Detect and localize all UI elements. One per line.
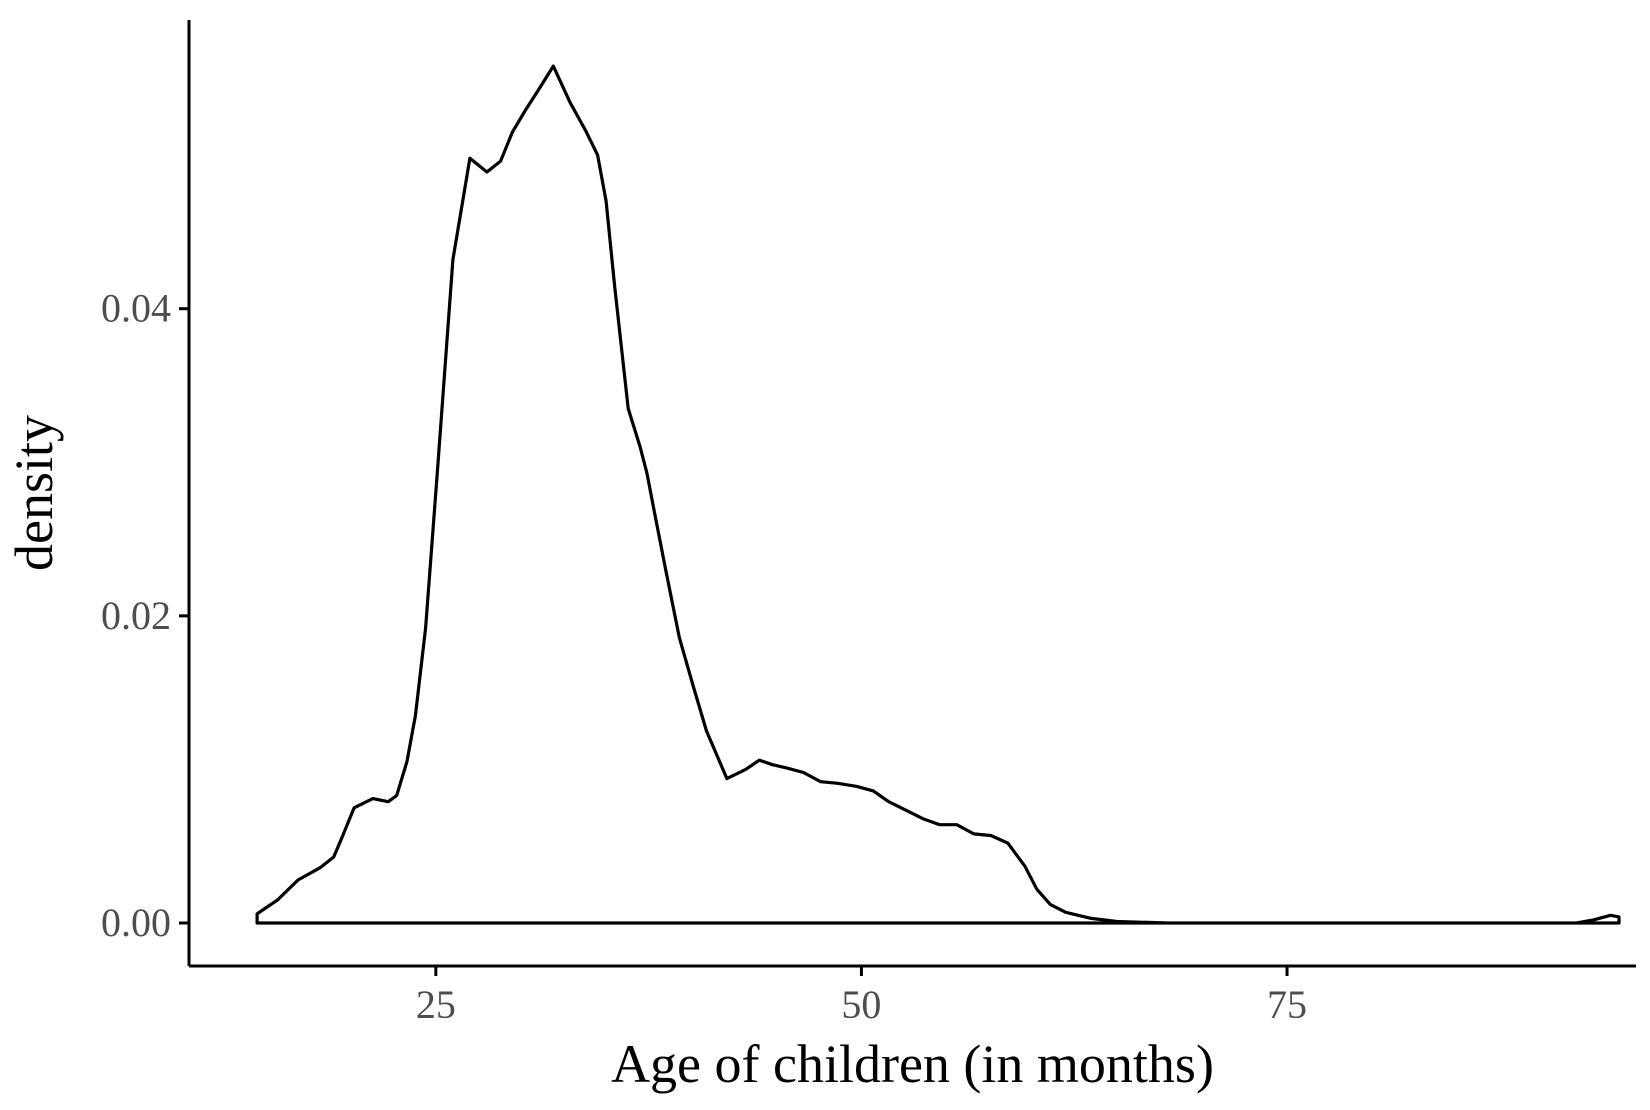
y-tick-label: 0.00: [101, 900, 171, 945]
density-curve: [255, 64, 1621, 925]
x-axis-title: Age of children (in months): [611, 1034, 1214, 1094]
x-tick-label: 75: [1267, 982, 1307, 1027]
y-axis-ticks: 0.00 0.02 0.04: [101, 286, 189, 945]
y-axis-title: density: [4, 415, 64, 571]
x-tick-label: 50: [841, 982, 881, 1027]
axes: [187, 20, 1636, 968]
plot-area: [255, 64, 1621, 925]
y-tick-label: 0.02: [101, 593, 171, 638]
x-axis-ticks: 25 50 75: [416, 966, 1307, 1027]
x-tick-label: 25: [416, 982, 456, 1027]
y-tick-label: 0.04: [101, 286, 171, 331]
